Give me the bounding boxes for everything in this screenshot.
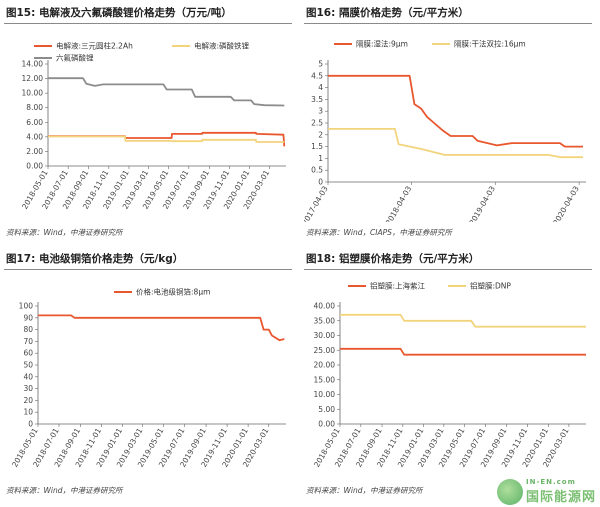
panel-title: 图18: 铝塑膜价格走势（元/平方米） bbox=[304, 249, 592, 270]
panel-figure-18: 图18: 铝塑膜价格走势（元/平方米） 0.00 5.00 10.00 15.00 20… bbox=[304, 249, 592, 501]
source-note: 资料来源：Wind，中港证券研究所 bbox=[6, 228, 123, 237]
panel-figure-15: 图15: 电解液及六氟磷酸锂价格走势（万元/吨） 0.00 2.00 4.00 6.0… bbox=[4, 3, 292, 241]
y-tick-label: 0.5 bbox=[311, 166, 323, 175]
y-tick-label: 2.00 bbox=[26, 147, 43, 156]
y-tick-label: 80 bbox=[23, 325, 33, 334]
y-tick-label: 5.00 bbox=[318, 405, 335, 414]
panel-title: 图15: 电解液及六氟磷酸锂价格走势（万元/吨） bbox=[4, 3, 292, 24]
y-tick-label: 0.00 bbox=[26, 162, 43, 171]
chart-electrolyte-lipf6: 0.002.004.006.008.0010.0012.0014.002018-… bbox=[20, 41, 286, 211]
y-tick-label: 4.00 bbox=[26, 132, 43, 141]
y-tick-label: 0 bbox=[318, 178, 323, 187]
y-tick-label: 14.00 bbox=[22, 60, 44, 69]
legend-label: 铝塑膜:上海紫江 bbox=[370, 281, 426, 291]
chart-copper-foil: 01020304050607080901002018-05-012018-07-… bbox=[10, 287, 286, 469]
y-tick-label: 30.00 bbox=[314, 331, 336, 340]
source-note: 资料来源：Wind，中港证券研究所 bbox=[306, 486, 423, 495]
y-tick-label: 100 bbox=[19, 302, 34, 311]
series-line-2 bbox=[48, 77, 285, 107]
y-tick-label: 2.5 bbox=[311, 119, 323, 128]
legend-label: 电解液:磷酸铁锂 bbox=[194, 41, 250, 51]
series-line-0 bbox=[340, 347, 586, 356]
series-line-1 bbox=[340, 313, 586, 328]
y-tick-label: 40.00 bbox=[314, 302, 336, 311]
y-tick-label: 6.00 bbox=[26, 118, 43, 127]
chart-separator: 0 0.5 1 1.5 2 2.5 3 3.5 4 4.5 5 2017-04-03 2018-04-0… bbox=[304, 39, 586, 222]
y-tick-label: 1 bbox=[318, 154, 323, 163]
series-line-0 bbox=[38, 314, 285, 342]
watermark-bottom-text: 国际能源网 bbox=[525, 490, 596, 505]
x-tick-label: 2018-04-03 bbox=[384, 184, 414, 222]
watermark-logo-icon bbox=[496, 478, 523, 505]
y-tick-label: 10.00 bbox=[22, 89, 44, 98]
legend-label: 铝塑膜:DNP bbox=[470, 281, 511, 291]
y-tick-label: 8.00 bbox=[26, 103, 43, 112]
y-tick-label: 10 bbox=[23, 408, 33, 417]
y-tick-label: 4 bbox=[318, 83, 323, 92]
legend-label: 隔膜:湿法:9μm bbox=[356, 39, 408, 49]
panel-figure-17: 图17: 电池级铜箔价格走势（元/kg） 0 10 20 30 40 50 60 70 80 90… bbox=[4, 249, 292, 501]
legend-label: 价格:电池级铜箔:8μm bbox=[136, 287, 210, 297]
y-tick-label: 40 bbox=[23, 372, 33, 381]
y-tick-label: 4.5 bbox=[311, 71, 323, 80]
y-tick-label: 50 bbox=[23, 361, 33, 370]
y-tick-label: 70 bbox=[23, 337, 33, 346]
legend-label: 电解液:三元圆柱2.2Ah bbox=[56, 41, 133, 51]
x-tick-label: 2020-04-03 bbox=[551, 184, 581, 222]
y-tick-label: 30 bbox=[23, 384, 33, 393]
source-note: 资料来源：Wind，中港证券研究所 bbox=[6, 486, 123, 495]
series-line-0 bbox=[328, 74, 583, 148]
y-tick-label: 90 bbox=[23, 313, 33, 322]
source-note: 资料来源：Wind，CIAPS，中港证券研究所 bbox=[306, 228, 452, 237]
series-line-1 bbox=[328, 128, 583, 159]
legend-label: 六氟磷酸锂 bbox=[56, 53, 94, 63]
y-tick-label: 0 bbox=[28, 420, 33, 429]
watermark-top-text: IN-EN.com bbox=[525, 478, 576, 486]
watermark: IN-EN.com 国际能源网 bbox=[496, 478, 596, 505]
y-tick-label: 1.5 bbox=[311, 142, 323, 151]
y-tick-label: 3.5 bbox=[311, 95, 323, 104]
chart-aluminum-plastic-film: 0.00 5.00 10.00 15.00 20.00 25.00 30.00 35.00 40… bbox=[312, 281, 586, 469]
series-line-1 bbox=[48, 135, 285, 143]
y-tick-label: 20.00 bbox=[314, 361, 336, 370]
x-tick-label: 2017-04-03 bbox=[304, 184, 330, 222]
y-tick-label: 20 bbox=[23, 396, 33, 405]
x-tick-label: 2019-04-03 bbox=[467, 184, 497, 222]
y-tick-label: 0.00 bbox=[318, 420, 335, 429]
panel-title: 图17: 电池级铜箔价格走势（元/kg） bbox=[4, 249, 292, 270]
panel-title: 图16: 隔膜价格走势（元/平方米） bbox=[304, 3, 592, 24]
y-tick-label: 15.00 bbox=[314, 375, 336, 384]
y-tick-label: 25.00 bbox=[314, 346, 336, 355]
panel-figure-16: 图16: 隔膜价格走势（元/平方米） 0 0.5 1 1.5 2 2.5 3 3.5 4 4.5 5… bbox=[304, 3, 592, 241]
y-tick-label: 5 bbox=[318, 60, 323, 69]
y-tick-label: 10.00 bbox=[314, 390, 336, 399]
y-tick-label: 12.00 bbox=[22, 74, 44, 83]
y-tick-label: 3 bbox=[318, 107, 323, 116]
legend-label: 隔膜:干法双拉:16μm bbox=[454, 39, 526, 49]
y-tick-label: 2 bbox=[318, 130, 323, 139]
y-tick-label: 35.00 bbox=[314, 316, 336, 325]
y-tick-label: 60 bbox=[23, 349, 33, 358]
